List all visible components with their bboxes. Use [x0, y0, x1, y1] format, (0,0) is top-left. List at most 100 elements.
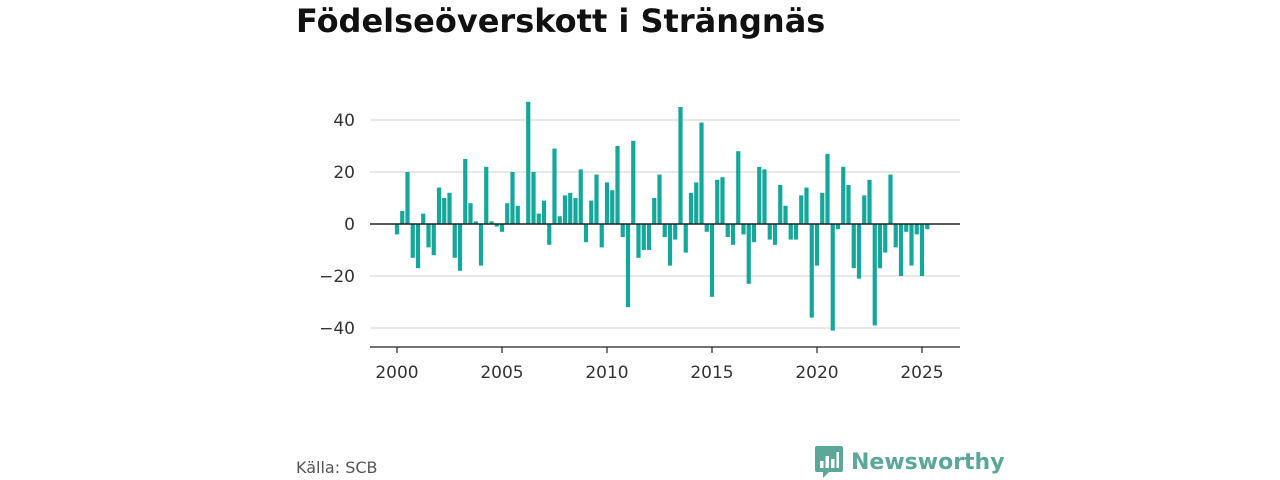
bar: [673, 224, 678, 240]
y-tick-label: −40: [319, 319, 355, 339]
y-tick-label: 20: [333, 163, 355, 183]
bar: [447, 192, 452, 224]
brand-name: Newsworthy: [851, 449, 1005, 475]
bar: [919, 224, 925, 276]
bar: [583, 224, 589, 243]
bar-chart-speech-bubble-icon: [815, 446, 843, 478]
bar: [631, 140, 636, 224]
bar: [426, 224, 431, 248]
x-tick-label: 2025: [900, 363, 943, 383]
bar: [599, 224, 604, 248]
bar: [547, 224, 552, 245]
bar: [856, 224, 862, 279]
bar: [421, 213, 426, 224]
bar: [562, 195, 568, 224]
bar: [846, 185, 851, 224]
bar: [767, 224, 772, 240]
bar: [468, 203, 473, 224]
bar: [762, 169, 767, 224]
bar: [877, 224, 883, 269]
bar: [604, 182, 610, 224]
bar: [652, 198, 657, 224]
bar: [452, 224, 457, 258]
bar: [793, 224, 799, 240]
bar: [746, 224, 751, 284]
bar: [657, 174, 662, 224]
bar: [757, 166, 762, 224]
bar: [610, 190, 615, 224]
bar: [867, 179, 872, 224]
bar: [694, 182, 699, 224]
chart-title: Födelseöverskott i Strängnäs: [296, 2, 826, 40]
bar: [636, 224, 641, 258]
bar-chart: 40 20 0 −20 −40 2000 2005 2010 2015 2020 2025: [319, 101, 960, 383]
bar: [914, 224, 919, 235]
bar: [589, 200, 594, 224]
brand-logo[interactable]: Newsworthy: [815, 446, 1005, 478]
x-tick-label: 2010: [585, 363, 628, 383]
bar: [568, 192, 573, 224]
x-tick-label: 2015: [690, 363, 733, 383]
bar: [788, 224, 793, 240]
bar: [862, 195, 867, 224]
bar: [783, 205, 788, 224]
bar: [531, 172, 536, 224]
bar: [830, 224, 835, 331]
bar: [431, 224, 436, 256]
bar: [578, 169, 583, 224]
bar: [893, 224, 898, 248]
bar: [883, 224, 888, 253]
y-tick-label: 0: [344, 215, 355, 235]
gridlines: [370, 119, 960, 329]
bar: [541, 200, 547, 224]
bar: [457, 224, 463, 271]
bar: [799, 195, 804, 224]
bar: [741, 224, 746, 235]
bar: [484, 166, 489, 224]
y-tick-label: −20: [319, 267, 355, 287]
bar: [814, 224, 820, 266]
bar: [688, 192, 694, 224]
bar: [751, 224, 757, 243]
bar: [704, 224, 709, 232]
bar: [478, 224, 484, 266]
bar: [851, 224, 856, 269]
x-tick-label: 2000: [375, 363, 418, 383]
x-tick-label: 2005: [480, 363, 523, 383]
bar: [730, 224, 736, 245]
bar: [410, 224, 415, 258]
bar: [552, 148, 557, 224]
bar: [809, 224, 814, 318]
bar: [835, 224, 841, 230]
bar: [925, 224, 930, 230]
bar: [898, 224, 904, 276]
bar: [772, 224, 778, 245]
bar: [699, 122, 704, 224]
bar: [489, 221, 494, 224]
bar: [463, 159, 468, 224]
bar: [436, 187, 442, 224]
bar: [405, 172, 410, 224]
bar: [646, 224, 652, 250]
bar: [736, 151, 741, 224]
bar: [615, 146, 620, 224]
y-axis-ticks: 40 20 0 −20 −40: [319, 111, 355, 339]
bar: [536, 213, 541, 224]
bar: [442, 198, 447, 224]
bar: [594, 174, 599, 224]
bar: [778, 185, 783, 224]
y-tick-label: 40: [333, 111, 355, 131]
bar: [662, 224, 667, 237]
bar: [872, 224, 877, 326]
bar: [904, 224, 909, 232]
bar: [494, 224, 499, 227]
bar: [720, 177, 725, 224]
bar: [625, 224, 631, 308]
bar: [841, 166, 846, 224]
bars: [370, 101, 960, 331]
x-axis-ticks: 2000 2005 2010 2015 2020 2025: [370, 346, 960, 383]
bar: [825, 153, 830, 224]
bar: [505, 203, 510, 224]
bar: [888, 174, 893, 224]
bar: [709, 224, 715, 297]
